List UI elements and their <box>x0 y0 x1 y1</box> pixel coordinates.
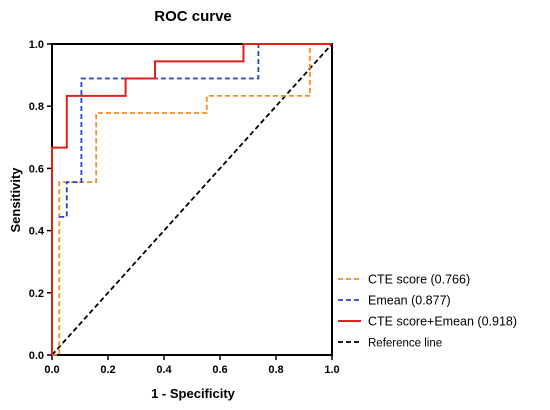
series-line-cte-score-0-766 <box>52 43 332 356</box>
x-tick-label: 0.4 <box>156 364 172 376</box>
y-tick-label: 0.8 <box>29 101 44 113</box>
y-axis-label: Sensitivity <box>8 167 23 233</box>
x-tick-label: 0.0 <box>44 364 59 376</box>
legend-label-reference-line: Reference line <box>368 338 442 350</box>
x-tick-label: 0.6 <box>212 364 227 376</box>
plot-area: 0.0 0.2 0.4 0.6 0.8 1.0 0.0 0.2 0.4 0.6 0.8 1.0 <box>29 39 340 376</box>
y-tick-label: 1.0 <box>29 39 44 51</box>
legend-label-cte-score-0-766: CTE score (0.766) <box>368 273 470 287</box>
series-line-cte-score-emean-0-918 <box>51 43 332 355</box>
chart-title: ROC curve <box>154 8 232 25</box>
x-tick-label: 0.2 <box>100 364 115 376</box>
y-tick-label: 0.4 <box>29 226 45 238</box>
y-tick-label: 0.6 <box>29 163 44 175</box>
legend-label-emean-0-877: Emean (0.877) <box>368 294 451 308</box>
x-tick-label: 0.8 <box>268 364 283 376</box>
legend: CTE score (0.766) Emean (0.877) CTE score+… <box>338 273 517 350</box>
x-tick-label: 1.0 <box>324 364 339 376</box>
y-tick-label: 0.2 <box>29 288 44 300</box>
series-line-reference-line <box>51 43 333 356</box>
x-axis-label: 1 - Specificity <box>151 386 236 401</box>
legend-label-cte-score-emean-0-918: CTE score+Emean (0.918) <box>368 315 517 329</box>
series-line-emean-0-877 <box>59 43 332 218</box>
y-tick-label: 0.0 <box>29 350 44 362</box>
